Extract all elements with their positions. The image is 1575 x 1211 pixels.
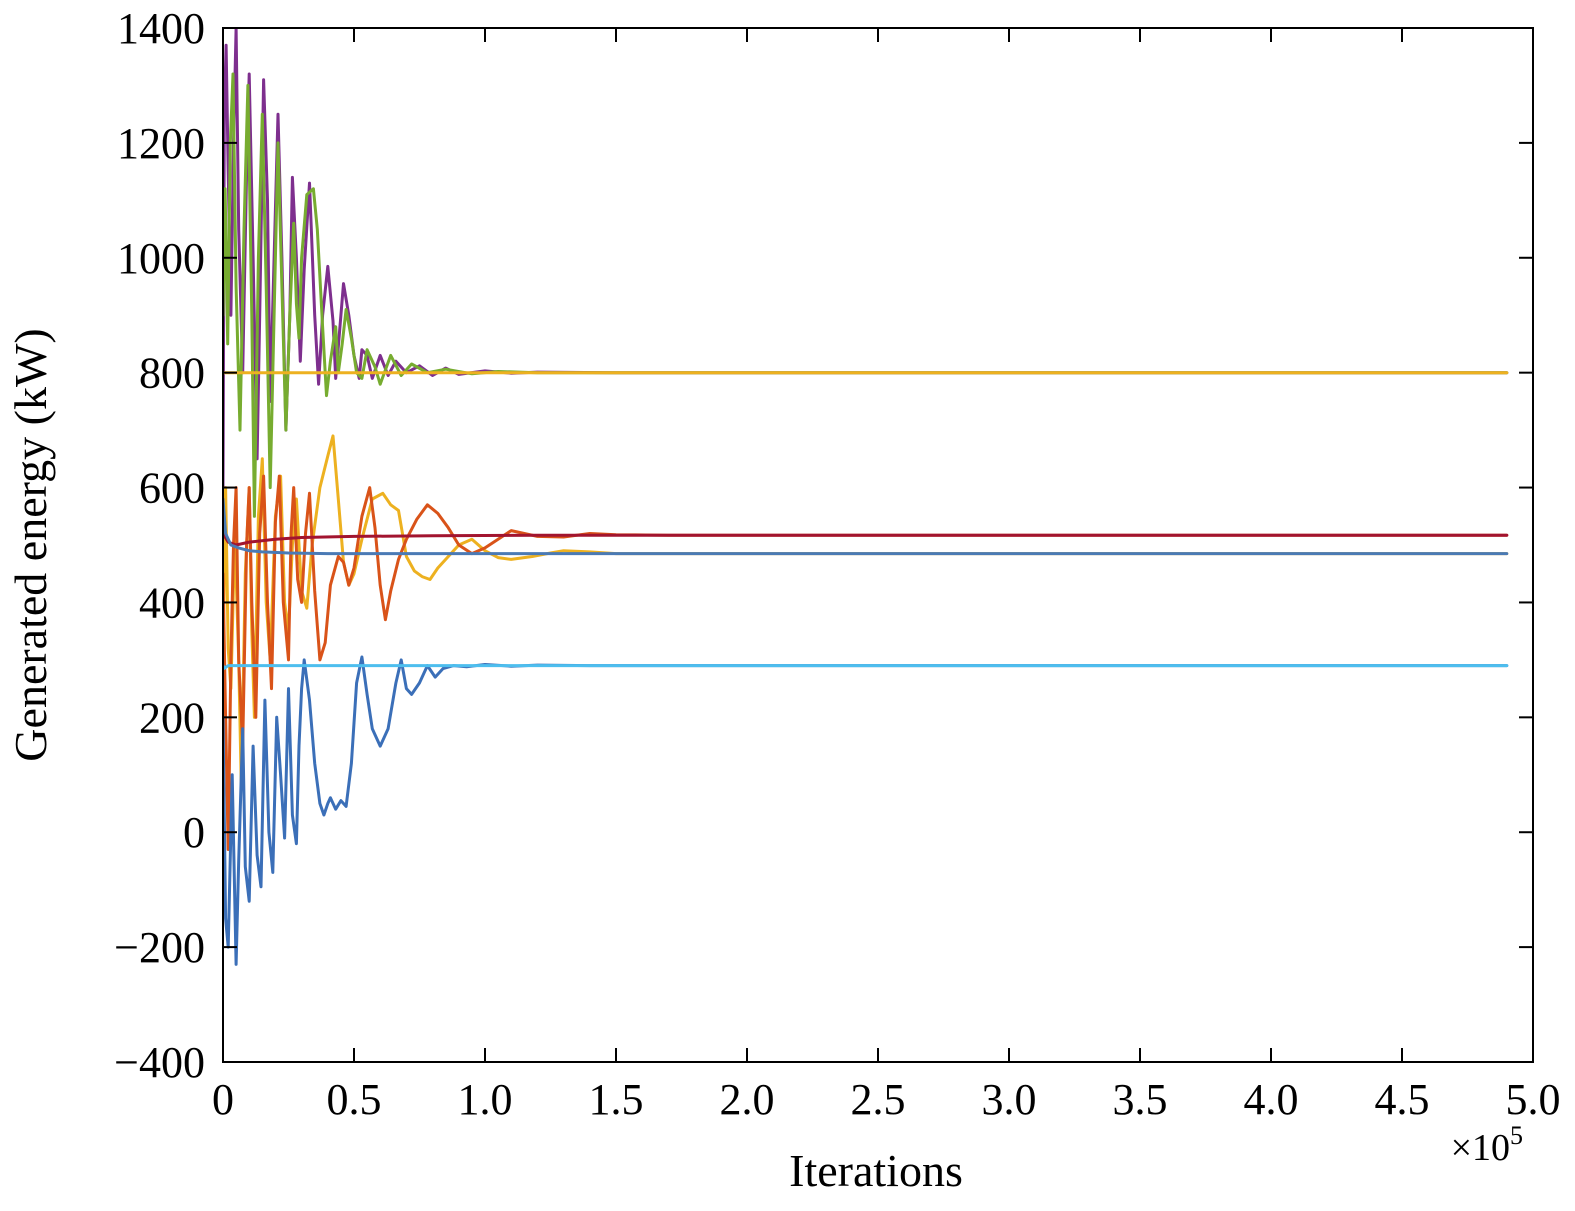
series-line-5 bbox=[223, 474, 1509, 851]
y-tick-label: 1400 bbox=[117, 4, 205, 53]
y-tick-label: 1000 bbox=[117, 234, 205, 283]
x-axis-ticks: 0 0.5 1.0 1.5 2.0 2.5 3.0 3.5 4.0 4.5 5.0 bbox=[212, 28, 1561, 1124]
y-tick-label: 0 bbox=[183, 808, 205, 857]
x-tick-label: 2.5 bbox=[851, 1075, 906, 1124]
y-axis-title: Generated energy (kW) bbox=[5, 328, 56, 761]
y-axis-ticks: −400 −200 0 200 400 600 800 1000 1200 1400 bbox=[114, 4, 1533, 1087]
x-tick-label: 0 bbox=[212, 1075, 234, 1124]
series-layer bbox=[223, 28, 1509, 966]
x-tick-label: 4.5 bbox=[1375, 1075, 1430, 1124]
x-tick-label: 5.0 bbox=[1506, 1075, 1561, 1124]
y-tick-label: 600 bbox=[139, 464, 205, 513]
series-line-6 bbox=[223, 532, 1509, 547]
y-tick-label: −200 bbox=[114, 923, 205, 972]
x-axis-title: Iterations bbox=[789, 1145, 963, 1196]
y-tick-label: 1200 bbox=[117, 119, 205, 168]
plot-frame bbox=[222, 27, 1534, 1063]
series-line-9 bbox=[223, 664, 1509, 670]
series-line-1 bbox=[223, 28, 1509, 490]
x-tick-label: 3.0 bbox=[982, 1075, 1037, 1124]
x-tick-label: 1.0 bbox=[458, 1075, 513, 1124]
y-tick-label: 200 bbox=[139, 693, 205, 742]
y-tick-label: −400 bbox=[114, 1038, 205, 1087]
x-axis-multiplier-base: ×10 bbox=[1451, 1127, 1510, 1169]
series-line-4 bbox=[223, 434, 1509, 788]
x-tick-label: 3.5 bbox=[1113, 1075, 1168, 1124]
x-tick-label: 4.0 bbox=[1244, 1075, 1299, 1124]
series-line-2 bbox=[223, 72, 1509, 518]
x-tick-label: 2.0 bbox=[720, 1075, 775, 1124]
series-line-7 bbox=[223, 497, 1509, 556]
x-tick-label: 0.5 bbox=[327, 1075, 382, 1124]
y-tick-label: 400 bbox=[139, 578, 205, 627]
x-axis-multiplier-exponent: 5 bbox=[1510, 1121, 1523, 1150]
x-axis-multiplier: ×105 bbox=[1451, 1121, 1523, 1169]
y-tick-label: 800 bbox=[139, 349, 205, 398]
x-tick-label: 1.5 bbox=[589, 1075, 644, 1124]
series-line-8 bbox=[223, 655, 1509, 966]
